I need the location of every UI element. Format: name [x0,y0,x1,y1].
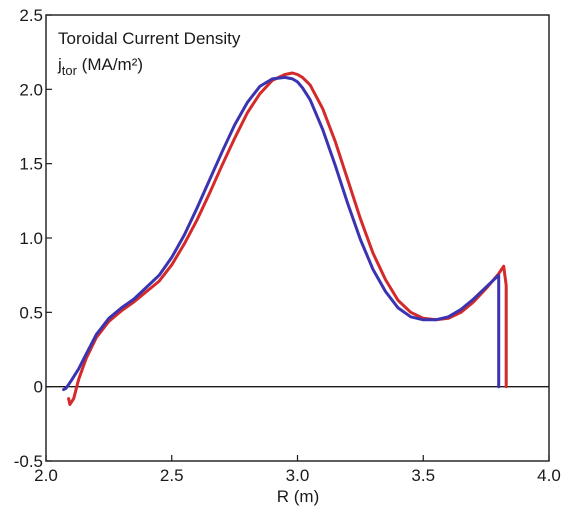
y-axis-label-main: j [57,55,62,74]
x-tick-label: 3.5 [411,466,435,485]
y-ticks: -0.5 0 0.5 1.0 1.5 2.0 2.5 [14,6,52,471]
x-tick-label: 2.0 [34,466,58,485]
x-tick-label: 3.0 [286,466,310,485]
x-tick-label: 4.0 [537,466,561,485]
series-line-2 [62,75,501,392]
y-axis-label: jtor (MA/m²) [57,55,143,78]
y-tick-label: 2.0 [19,80,43,99]
x-tick-label: 2.5 [160,466,184,485]
y-tick-label: 2.5 [19,6,43,25]
y-axis-label-sub: tor [62,63,78,78]
chart-title: Toroidal Current Density [58,29,241,48]
y-tick-label: 0.5 [19,303,43,322]
y-tick-label: 1.5 [19,155,43,174]
y-tick-label: -0.5 [14,452,43,471]
x-ticks: 2.0 2.5 3.0 3.5 4.0 [34,455,561,485]
y-tick-label: 0 [34,378,43,397]
series-group [62,71,508,406]
y-tick-label: 1.0 [19,229,43,248]
y-axis-label-units: (MA/m²) [77,55,143,74]
x-axis-label: R (m) [277,487,319,506]
